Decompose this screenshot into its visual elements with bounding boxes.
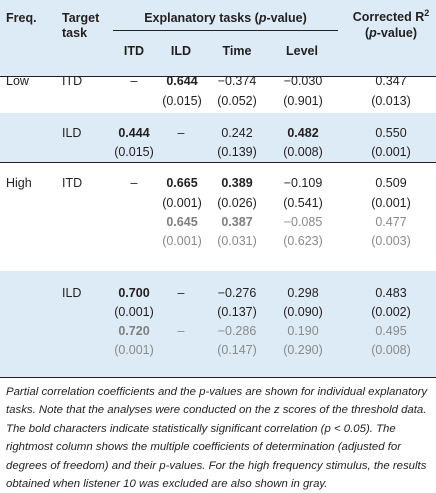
cell: 0.298 (287, 286, 319, 300)
header-sub-level: Level (286, 44, 318, 58)
cell: (0.001) (371, 145, 411, 159)
cell-gray: (0.031) (217, 234, 257, 248)
freq-high: High (6, 176, 32, 190)
cell-gray: 0.477 (375, 215, 407, 229)
cell-gray: (0.001) (114, 343, 154, 357)
task-low-itd: ITD (62, 74, 83, 88)
cell: 0.644 (166, 74, 198, 88)
cell: (0.090) (283, 305, 323, 319)
cell: (0.002) (371, 305, 411, 319)
cell-gray: 0.387 (221, 215, 253, 229)
cell: (0.001) (114, 305, 154, 319)
cell: (0.026) (217, 196, 257, 210)
bottom-rule (0, 377, 436, 378)
cell: 0.444 (118, 126, 150, 140)
explanatory-underline (113, 30, 338, 31)
cell: −0.374 (217, 74, 257, 88)
cell: (0.901) (283, 94, 323, 108)
cell-gray: (0.623) (283, 234, 323, 248)
cell: – (130, 74, 138, 88)
cell: −0.109 (283, 176, 323, 190)
low-ild-band (0, 113, 436, 163)
header-sub-itd: ITD (123, 44, 145, 58)
cell: −0.276 (217, 286, 257, 300)
cell: 0.509 (375, 176, 407, 190)
header-band (0, 0, 436, 76)
cell: −0.030 (283, 74, 323, 88)
cell: (0.015) (162, 94, 202, 108)
header-rule (0, 76, 436, 77)
cell: 0.550 (375, 126, 407, 140)
cell: – (130, 176, 138, 190)
cell: 0.389 (221, 176, 253, 190)
cell-gray: – (177, 324, 185, 338)
header-target-line2: task (62, 26, 88, 40)
cell: (0.139) (217, 145, 257, 159)
cell-gray: (0.008) (371, 343, 411, 357)
cell: 0.665 (166, 176, 198, 190)
cell-gray: −0.286 (217, 324, 257, 338)
cell-gray: 0.720 (118, 324, 150, 338)
results-table: Freq. Target task Explanatory tasks (p-v… (0, 0, 436, 378)
header-sub-time: Time (222, 44, 252, 58)
cell-gray: 0.495 (375, 324, 407, 338)
cell-gray: (0.001) (162, 234, 202, 248)
cell: (0.001) (162, 196, 202, 210)
cell-gray: 0.645 (166, 215, 198, 229)
cell: 0.242 (221, 126, 253, 140)
header-corrected-line1: Corrected R2 (352, 7, 430, 24)
header-freq: Freq. (6, 11, 37, 25)
cell: 0.483 (375, 286, 407, 300)
task-low-ild: ILD (62, 126, 82, 140)
cell-gray: (0.147) (217, 343, 257, 357)
cell: – (177, 126, 185, 140)
cell: (0.541) (283, 196, 323, 210)
header-explanatory: Explanatory tasks (p-value) (144, 11, 307, 25)
cell-gray: (0.003) (371, 234, 411, 248)
cell: (0.137) (217, 305, 257, 319)
cell: (0.008) (283, 145, 323, 159)
cell: 0.700 (118, 286, 150, 300)
cell: – (177, 286, 185, 300)
task-high-ild: ILD (62, 286, 82, 300)
cell: (0.013) (371, 94, 411, 108)
header-target-line1: Target (62, 11, 100, 25)
cell: (0.015) (114, 145, 154, 159)
cell: 0.482 (287, 126, 319, 140)
header-sub-ild: ILD (170, 44, 192, 58)
high-ild-band (0, 271, 436, 377)
cell-gray: 0.190 (287, 324, 319, 338)
low-high-rule (0, 162, 436, 163)
freq-low: Low (6, 74, 29, 88)
cell-gray: −0.085 (283, 215, 323, 229)
task-high-itd: ITD (62, 176, 83, 190)
table-caption: Partial correlation coefficients and the… (6, 386, 428, 491)
cell-gray: (0.290) (283, 343, 323, 357)
cell: (0.001) (371, 196, 411, 210)
cell: 0.347 (375, 74, 407, 88)
header-corrected-line2: (p-value) (364, 26, 418, 40)
cell: (0.052) (217, 94, 257, 108)
